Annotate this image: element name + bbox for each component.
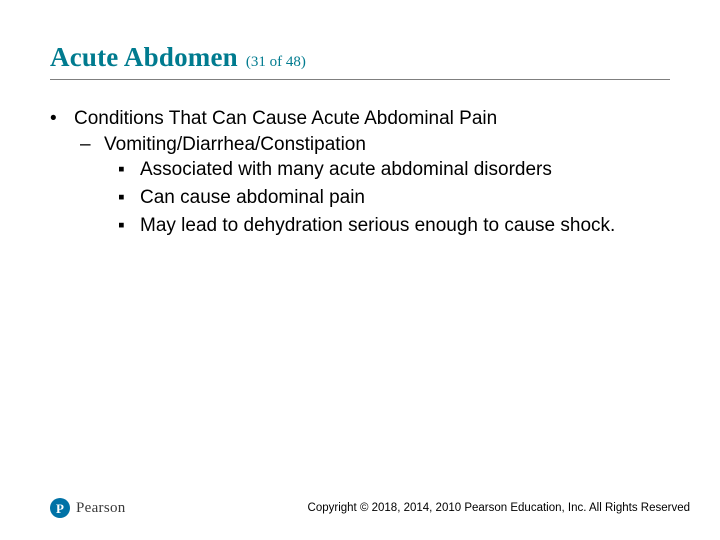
bullet-level2: – Vomiting/Diarrhea/Constipation [50, 132, 670, 158]
logo-name: Pearson [76, 500, 126, 517]
title-row: Acute Abdomen (31 of 48) [50, 42, 670, 73]
copyright-text: Copyright © 2018, 2014, 2010 Pearson Edu… [308, 502, 690, 514]
slide: Acute Abdomen (31 of 48) • Conditions Th… [0, 0, 720, 540]
bullet-level1: • Conditions That Can Cause Acute Abdomi… [50, 106, 670, 132]
bullet-level3: ▪ May lead to dehydration serious enough… [118, 213, 670, 239]
content-area: • Conditions That Can Cause Acute Abdomi… [50, 106, 670, 238]
bullet-marker: ▪ [118, 185, 140, 211]
bullet-marker: – [80, 132, 104, 158]
bullet-marker: ▪ [118, 213, 140, 239]
pearson-logo: P Pearson [50, 498, 126, 518]
bullet-text: Associated with many acute abdominal dis… [140, 157, 552, 183]
title-rule [50, 79, 670, 80]
slide-title: Acute Abdomen [50, 42, 238, 73]
logo-mark-icon: P [50, 498, 70, 518]
logo-letter: P [56, 502, 64, 515]
bullet-level3: ▪ Can cause abdominal pain [118, 185, 670, 211]
page-indicator: (31 of 48) [246, 54, 306, 71]
bullet-text: Vomiting/Diarrhea/Constipation [104, 132, 366, 158]
bullet-level3-group: ▪ Associated with many acute abdominal d… [50, 157, 670, 238]
bullet-marker: • [50, 106, 74, 132]
bullet-marker: ▪ [118, 157, 140, 183]
bullet-text: May lead to dehydration serious enough t… [140, 213, 615, 239]
bullet-text: Conditions That Can Cause Acute Abdomina… [74, 106, 497, 132]
bullet-level3: ▪ Associated with many acute abdominal d… [118, 157, 670, 183]
footer: P Pearson Copyright © 2018, 2014, 2010 P… [50, 498, 690, 518]
bullet-text: Can cause abdominal pain [140, 185, 365, 211]
